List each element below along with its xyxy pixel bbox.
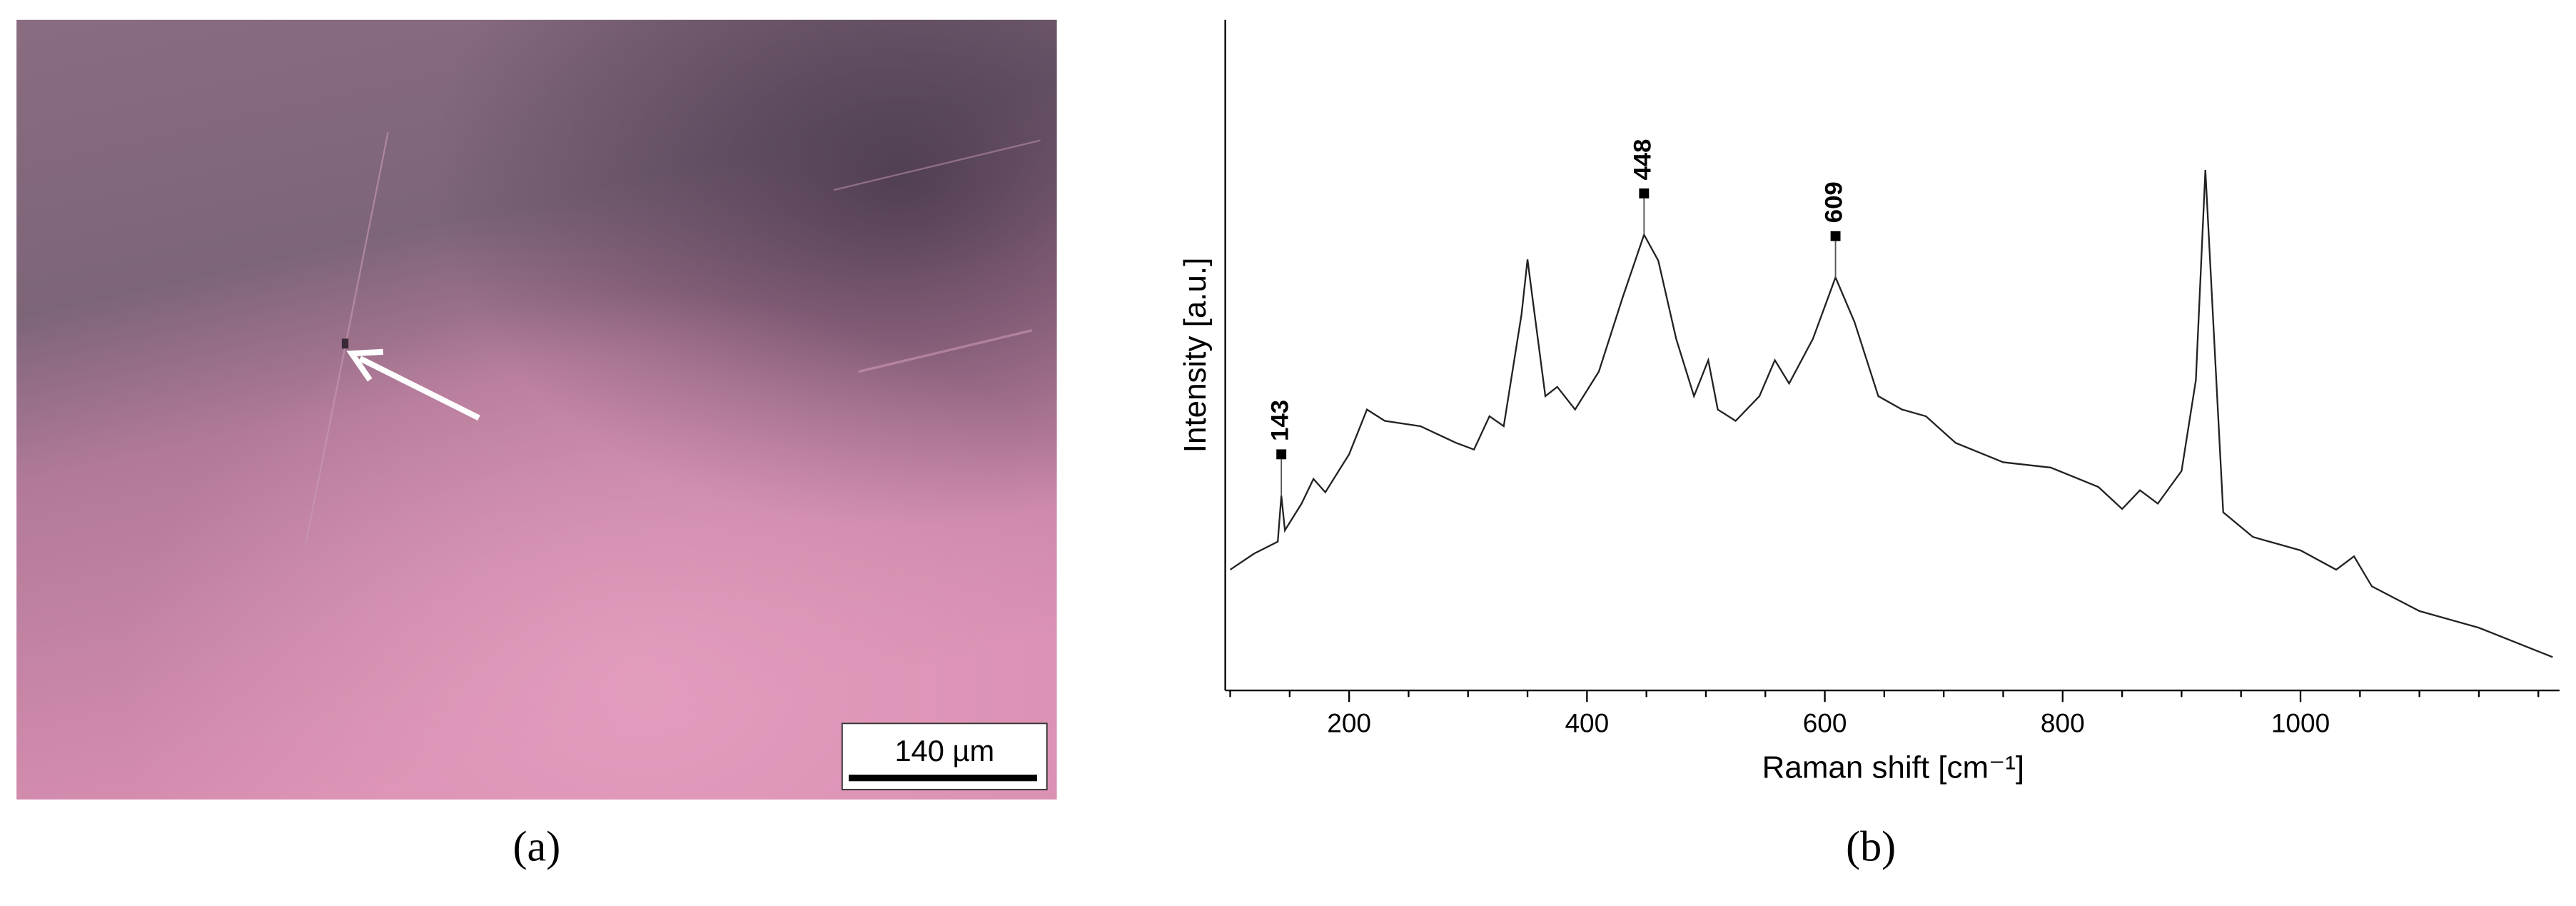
inclusion <box>341 338 349 349</box>
peak-label: 448 <box>1630 139 1657 181</box>
x-tick-label: 200 <box>1327 708 1371 738</box>
x-tick-label: 1000 <box>2271 708 2330 738</box>
peak-marker <box>1639 188 1650 198</box>
micrograph-highlight <box>16 19 1057 800</box>
peak-marker <box>1830 231 1841 241</box>
x-tick-label: 400 <box>1565 708 1609 738</box>
arrow-shaft <box>358 356 480 421</box>
scratch <box>858 329 1033 373</box>
x-tick-label: 600 <box>1803 708 1847 738</box>
scale-bar-label: 140 µm <box>894 734 994 767</box>
arrow-head <box>346 348 383 382</box>
peak-marker <box>1276 449 1287 460</box>
spectrum-line <box>1229 170 2553 658</box>
peak-label: 143 <box>1266 400 1293 441</box>
y-axis-label: Intensity [a.u.] <box>1178 258 1213 453</box>
x-axis-label: Raman shift [cm⁻¹] <box>1762 750 2024 785</box>
panel-label: (b) <box>1846 822 1896 870</box>
scratch <box>834 139 1041 191</box>
peak-label: 609 <box>1821 181 1848 223</box>
micrograph: 140 µm <box>16 19 1057 800</box>
panel-label: (a) <box>513 822 561 870</box>
x-tick-label: 800 <box>2041 708 2085 738</box>
spectrum-chart: 200 400 600 800 1000 Raman shift [cm⁻¹] Intens… <box>1178 19 2560 785</box>
